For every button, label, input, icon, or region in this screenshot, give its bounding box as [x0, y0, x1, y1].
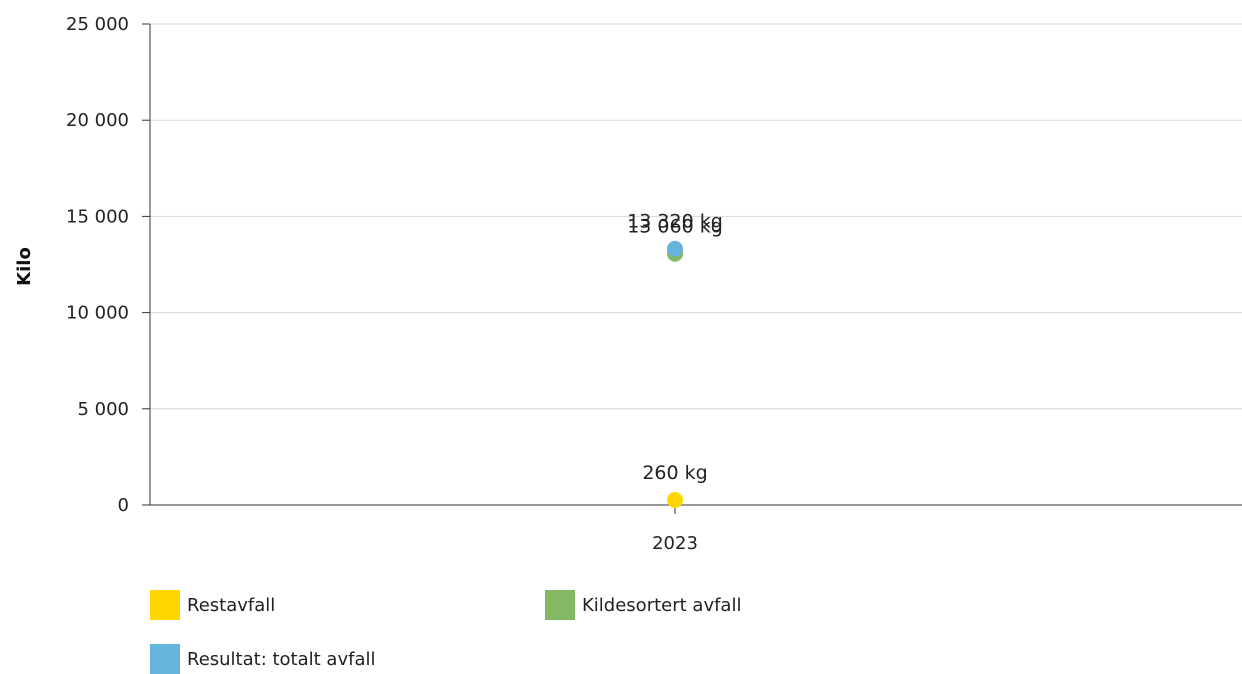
y-axis-ticks: 0 5 000 10 000 15 000 20 000 25 000	[66, 14, 150, 516]
data-point[interactable]	[667, 491, 683, 508]
y-tick-label: 10 000	[66, 303, 129, 324]
gridlines	[150, 23, 1242, 410]
y-tick-label: 20 000	[66, 110, 129, 131]
data-points	[667, 240, 683, 508]
data-label: 13 320 kg	[627, 211, 723, 233]
legend-swatch	[545, 590, 575, 620]
y-tick-label: 5 000	[77, 399, 129, 420]
y-tick-label: 25 000	[66, 14, 129, 35]
legend-item-kildesortert[interactable]: Kildesortert avfall	[545, 590, 741, 620]
y-tick-label: 15 000	[66, 206, 129, 227]
y-axis-label: Kilo	[14, 247, 35, 286]
legend-label: Restavfall	[187, 594, 276, 616]
legend-label: Kildesortert avfall	[582, 594, 742, 616]
legend-swatch	[150, 644, 180, 674]
legend-swatch	[150, 590, 180, 620]
x-tick-label: 2023	[652, 533, 698, 554]
x-axis-ticks: 2023	[652, 505, 698, 554]
data-label: 13 060 kg	[627, 216, 723, 238]
data-point[interactable]	[667, 240, 683, 257]
y-tick-label: 0	[118, 495, 129, 516]
legend-item-resultat[interactable]: Resultat: totalt avfall	[150, 644, 375, 674]
data-label: 260 kg	[642, 462, 707, 484]
legend-item-restavfall[interactable]: Restavfall	[150, 590, 275, 620]
legend-label: Resultat: totalt avfall	[187, 648, 376, 670]
